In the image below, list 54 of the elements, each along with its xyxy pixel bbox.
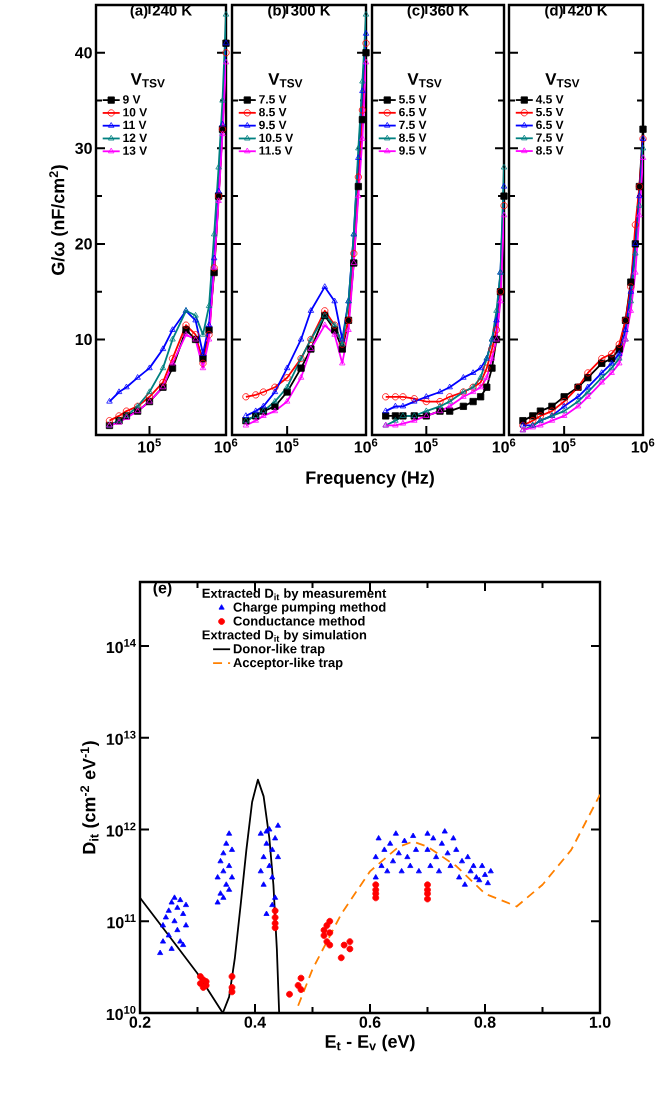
x-tick-label: 10$^{6}$ <box>214 438 238 453</box>
legend-label: 12 V <box>123 133 148 142</box>
legend-label: 6.5 V <box>399 107 427 117</box>
y-tick-label: 40 <box>74 47 92 59</box>
legend-label: 8.5 V <box>399 133 427 142</box>
y-tick-label: 10$^{14}$ <box>106 639 136 654</box>
legend-label: 10.5 V <box>259 133 294 143</box>
legend-label: Charge pumping method <box>233 602 386 615</box>
legend-title: V$_{TSV}$ <box>407 73 442 88</box>
y-tick-label: 10$^{13}$ <box>106 730 136 745</box>
legend-label: 7.5 V <box>399 120 427 130</box>
x-axis-title: Frequency (Hz) <box>306 470 434 488</box>
x-tick-label: 10$^{6}$ <box>492 438 516 453</box>
x-tick-label: 10$^{5}$ <box>275 438 299 453</box>
legend-label: Conductance method <box>233 616 365 626</box>
legend-title: V$_{TSV}$ <box>268 73 303 88</box>
legend-label: Acceptor-like trap <box>233 657 343 670</box>
legend-label: 10 V <box>123 108 148 117</box>
legend-label: 9.5 V <box>259 120 287 130</box>
legend-label: 7.5 V <box>259 95 287 104</box>
legend-label: 11 V <box>123 120 147 130</box>
legend-title: V$_{TSV}$ <box>545 73 580 88</box>
annotation: Extracted D$_{it}$ by simulation <box>202 629 367 643</box>
legend-label: Donor-like trap <box>233 643 325 656</box>
y-tick-label: 20 <box>75 238 92 250</box>
legend-title: V$_{TSV}$ <box>130 73 165 88</box>
y-tick-label: 10$^{12}$ <box>106 822 136 837</box>
legend-label: 9 V <box>123 95 141 104</box>
y-axis-title: G/ω (nF/cm$^{2}$) <box>49 165 68 275</box>
x-axis-title: E$_{t}$ - E$_{v}$ (eV) <box>325 1034 415 1052</box>
x-tick-label: 10$^{6}$ <box>631 438 655 453</box>
legend-label: 4.5 V <box>535 95 564 104</box>
x-tick-label: 10$^{5}$ <box>552 438 576 453</box>
legend-label: 5.5 V <box>536 107 564 117</box>
x-tick-label: 10$^{5}$ <box>415 438 438 453</box>
y-tick-label: 10 <box>75 333 92 346</box>
x-tick-label: 1.0 <box>589 1016 611 1028</box>
y-axis-title: D$_{it}$ (cm$^{-2}$ eV$^{-1}$) <box>80 741 99 854</box>
legend-label: 5.5 V <box>399 95 427 104</box>
x-tick-label: 10$^{6}$ <box>354 438 378 453</box>
legend-label: 8.5 V <box>536 146 564 155</box>
legend-label: 9.5 V <box>399 146 427 155</box>
legend-label: 13 V <box>123 146 148 155</box>
legend-label: 6.5 V <box>536 120 564 130</box>
y-tick-label: 10$^{11}$ <box>107 914 136 929</box>
x-tick-label: 0.6 <box>359 1016 381 1028</box>
legend-label: 8.5 V <box>259 107 287 117</box>
x-tick-label: 0.8 <box>474 1016 496 1028</box>
legend-label: 7.5 V <box>536 133 564 142</box>
x-tick-label: 10$^{5}$ <box>138 438 161 453</box>
annotation: Extracted D$_{it}$ by measurement <box>202 588 387 601</box>
x-tick-label: 0.4 <box>244 1016 266 1028</box>
y-tick-label: 30 <box>75 142 92 154</box>
legend-label: 11.5 V <box>259 146 293 155</box>
